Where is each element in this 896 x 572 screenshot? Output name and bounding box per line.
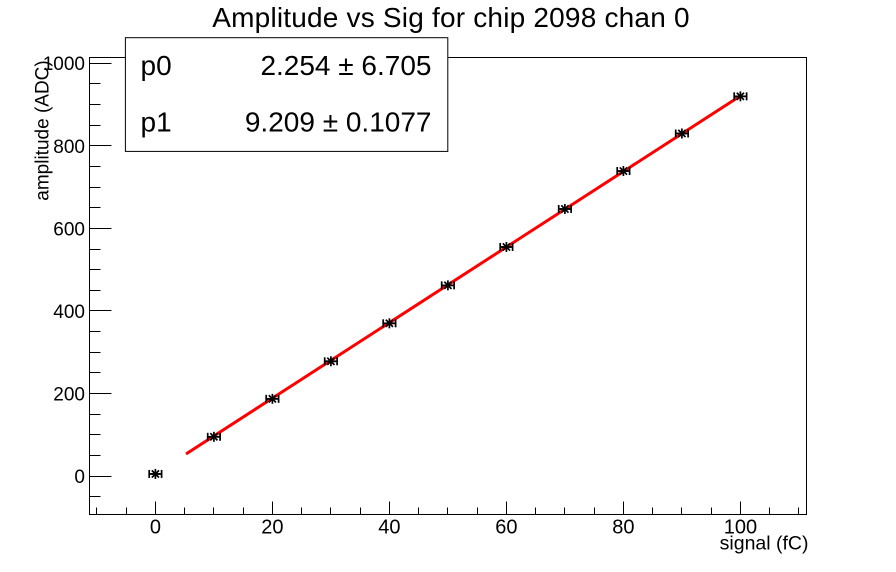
svg-text:20: 20 [261, 517, 283, 539]
svg-text:100: 100 [724, 517, 757, 539]
svg-text:60: 60 [495, 517, 517, 539]
svg-text:1000: 1000 [43, 54, 85, 75]
svg-text:p1: p1 [141, 107, 172, 138]
svg-text:signal (fC): signal (fC) [720, 533, 809, 555]
svg-text:2.254 ± 6.705: 2.254 ± 6.705 [260, 50, 431, 81]
svg-text:0: 0 [74, 467, 85, 488]
svg-text:Amplitude vs Sig for chip 2098: Amplitude vs Sig for chip 2098 chan 0 [212, 2, 689, 33]
svg-text:p0: p0 [141, 50, 172, 81]
svg-text:40: 40 [378, 517, 400, 539]
svg-text:400: 400 [53, 302, 85, 323]
svg-text:0: 0 [150, 517, 161, 539]
svg-text:800: 800 [53, 137, 85, 158]
svg-text:amplitude (ADC): amplitude (ADC) [33, 60, 54, 200]
svg-text:9.209 ± 0.1077: 9.209 ± 0.1077 [245, 107, 432, 138]
svg-text:600: 600 [53, 219, 85, 240]
svg-text:80: 80 [612, 517, 634, 539]
svg-text:200: 200 [53, 384, 85, 405]
